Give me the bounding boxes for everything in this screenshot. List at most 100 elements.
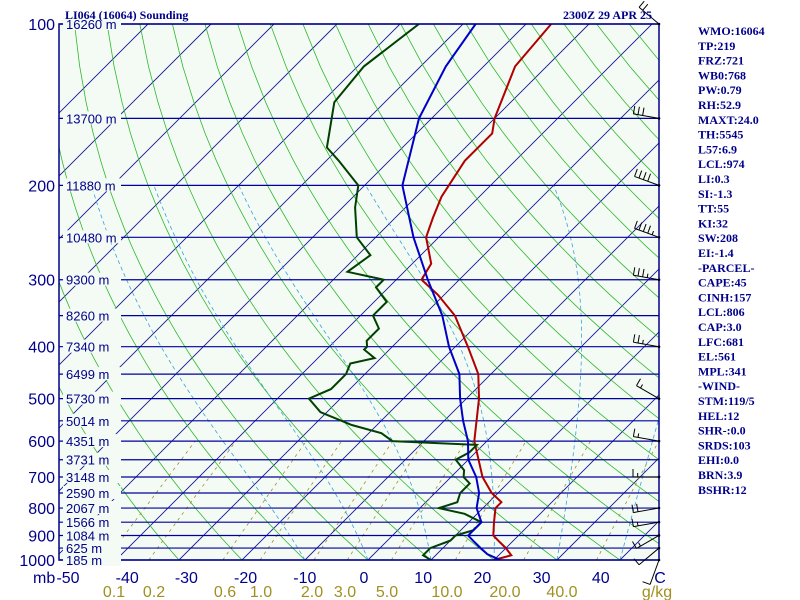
index-entry: TH:5545 [698, 128, 743, 142]
wind-barb-flag [642, 107, 645, 116]
height-label: 1566 m [66, 515, 109, 530]
isotherm-line [367, 268, 659, 560]
height-label-bg [63, 501, 121, 515]
index-entry: LI:0.3 [698, 172, 730, 186]
wind-barb-flag [636, 521, 639, 526]
wind-barb-flag [631, 504, 634, 513]
wind-barb-flag [637, 106, 640, 115]
index-entry: -WIND- [698, 379, 740, 393]
pressure-tick-label: 200 [28, 178, 55, 195]
wind-barb-dot [657, 546, 661, 550]
wind-barb [636, 378, 661, 400]
wind-barb-dot [657, 235, 661, 239]
height-label: 11880 m [66, 178, 116, 193]
temperature-tick-label: -50 [56, 570, 79, 587]
pressure-tick-label: 800 [28, 501, 55, 518]
height-label-bg [63, 339, 121, 353]
mixing-ratio-tick-labels: 0.1 0.2 0.6 1.0 2.0 3.0 5.0 10.0 20.0 40.0 g/kg [103, 584, 672, 600]
wind-barb-flag [633, 558, 640, 566]
chart-title: LI064 (16064) Sounding [65, 8, 188, 22]
wind-barb-flag [634, 168, 638, 177]
wind-barb [632, 428, 661, 443]
pressure-tick-label: 900 [28, 528, 55, 545]
temperature-tick-label: 10 [414, 570, 432, 587]
wind-barb-flag [642, 268, 645, 277]
wind-barb-flag [651, 230, 654, 235]
pressure-tick-label: 100 [28, 17, 55, 34]
mixing-ratio-tick-label: 5.0 [376, 584, 398, 600]
wind-barb-dot [657, 520, 661, 524]
index-entry: WMO:16064 [698, 24, 765, 38]
height-label-bg [63, 528, 121, 542]
index-entry: TP:219 [698, 39, 735, 53]
isotherm-line [59, 24, 590, 555]
wind-barb-staff [649, 559, 660, 585]
height-label: 16260 m [66, 17, 117, 32]
wind-barb-flag [631, 518, 634, 527]
wind-barb-flag [632, 334, 636, 343]
wind-barb-flag [637, 433, 640, 438]
pressure-tick-label: 400 [28, 340, 55, 357]
wind-barb [631, 518, 661, 528]
wind-barb-dot [657, 278, 661, 282]
height-label-bg [63, 434, 121, 448]
height-label: 5014 m [66, 414, 109, 429]
wind-barb-staff [638, 6, 660, 25]
height-label: 3148 m [66, 470, 109, 485]
index-entry: BRN:3.9 [698, 468, 742, 482]
mixing-ratio-tick-label: 10.0 [431, 584, 462, 600]
height-label: 7340 m [66, 340, 109, 355]
height-label: 4351 m [66, 434, 109, 449]
wind-barb-dot [657, 397, 661, 400]
isotherm-line [304, 205, 659, 560]
height-label-bg [63, 367, 121, 381]
height-label-bg [63, 17, 121, 30]
wind-barb-staff [638, 547, 660, 566]
dry-adiabat-line [760, 24, 800, 560]
height-labels: 16260 m 13700 m 11880 m 10480 m 9300 m 8260 m… [63, 17, 121, 568]
height-label-bg [63, 111, 121, 125]
index-entry: BSHR:12 [698, 483, 747, 497]
height-label-bg [63, 553, 121, 566]
wind-barb-flag [642, 223, 647, 232]
parcel-trace [401, 24, 501, 560]
mixing-ratio-tick-label: g/kg [642, 584, 672, 600]
wind-barb-flag [632, 428, 636, 437]
height-label-bg [63, 486, 121, 500]
isotherm-line [59, 24, 464, 429]
wind-barb [633, 546, 661, 566]
index-entry: MAXT:24.0 [698, 113, 759, 127]
mixing-ratio-tick-label: 0.1 [103, 584, 125, 600]
temperature-tick-label: -20 [234, 570, 257, 587]
pressure-tick-label: 300 [28, 273, 55, 290]
plot-frame [58, 23, 660, 561]
wind-barb [634, 168, 661, 187]
wind-barb [632, 105, 661, 120]
height-label-bg [63, 413, 121, 427]
index-entry: FRZ:721 [698, 54, 744, 68]
height-label-bg [63, 230, 121, 244]
temperature-tick-label: C [654, 570, 666, 587]
moist-adiabat-line [238, 185, 432, 560]
wind-barb-column [631, 0, 661, 585]
wind-barb-dot [657, 345, 661, 349]
isotherm-line [59, 24, 275, 240]
mixing-ratio-tick-label: 3.0 [334, 584, 356, 600]
wind-barb-flag [632, 105, 636, 114]
isotherm-line [59, 24, 338, 303]
wind-barb-dot [657, 534, 661, 537]
index-entry: HEL:12 [698, 409, 739, 423]
indices-panel: WMO:16064TP:219FRZ:721WB0:768PW:0.79RH:5… [698, 24, 765, 497]
pressure-tick-label: 600 [28, 434, 55, 451]
isotherm-line [115, 24, 653, 560]
isotherm-line [241, 142, 659, 560]
index-entry: LFC:681 [698, 335, 744, 349]
height-label: 2590 m [66, 486, 109, 501]
index-entry: CAP:3.0 [698, 320, 742, 334]
index-entry: MPL:341 [698, 364, 747, 378]
index-entry: -PARCEL- [698, 261, 754, 275]
height-label: 8260 m [66, 309, 109, 324]
index-entry: EL:561 [698, 350, 736, 364]
wind-barb-flag [640, 384, 643, 389]
